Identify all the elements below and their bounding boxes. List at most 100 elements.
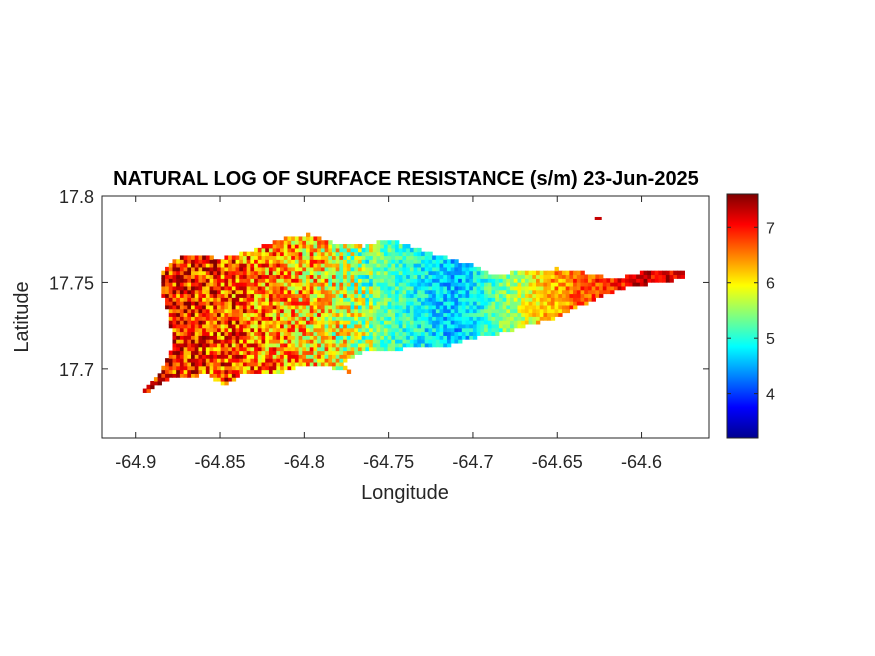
heatmap-cell (454, 312, 459, 317)
heatmap-cell (454, 297, 459, 302)
heatmap-cell (409, 251, 415, 257)
heatmap-cell (461, 270, 467, 276)
heatmap-cell (380, 263, 385, 268)
heatmap-cell (524, 320, 530, 325)
heatmap-cell (187, 323, 192, 329)
heatmap-cell (428, 320, 433, 325)
heatmap-cell (417, 278, 422, 283)
heatmap-cell (461, 308, 467, 314)
heatmap-cell (432, 266, 437, 272)
heatmap-cell (228, 320, 233, 325)
heatmap-cell (331, 289, 337, 295)
x-tick-label: -64.85 (195, 452, 246, 472)
heatmap-cell (172, 304, 177, 310)
heatmap-cell (313, 244, 318, 249)
heatmap-cell (402, 282, 407, 287)
heatmap-cell (339, 244, 344, 249)
heatmap-cell (302, 289, 307, 295)
heatmap-cell (239, 282, 244, 287)
heatmap-cell (621, 285, 626, 291)
heatmap-cell (606, 278, 611, 283)
heatmap-cell (421, 274, 426, 279)
heatmap-cell (554, 285, 559, 291)
heatmap-cell (265, 361, 270, 367)
heatmap-cell (502, 312, 507, 317)
heatmap-cell (265, 320, 270, 325)
heatmap-cell (265, 316, 270, 321)
heatmap-cell (480, 293, 485, 298)
heatmap-cell (625, 282, 630, 287)
heatmap-cell (450, 289, 455, 295)
heatmap-cell (331, 304, 337, 310)
heatmap-cell (446, 316, 452, 321)
heatmap-cell (383, 270, 389, 276)
heatmap-cell (443, 297, 448, 302)
heatmap-cell (198, 361, 203, 367)
heatmap-cell (502, 289, 507, 295)
heatmap-cell (651, 274, 656, 279)
heatmap-cell (242, 358, 248, 363)
heatmap-cell (558, 304, 563, 310)
heatmap-cell (424, 312, 430, 317)
heatmap-cell (246, 312, 251, 317)
heatmap-cell (450, 297, 455, 302)
heatmap-cell (372, 331, 378, 336)
heatmap-cell (320, 259, 326, 264)
heatmap-cell (446, 274, 452, 279)
heatmap-cell (224, 346, 229, 352)
heatmap-cell (224, 342, 229, 348)
heatmap-cell (417, 320, 422, 325)
heatmap-cell (235, 358, 240, 363)
heatmap-cell (317, 255, 322, 260)
heatmap-cell (242, 251, 248, 257)
heatmap-cell (283, 308, 289, 314)
heatmap-cell (179, 255, 185, 260)
heatmap-cell (202, 278, 207, 283)
heatmap-cell (406, 247, 411, 253)
heatmap-cell (198, 316, 203, 321)
heatmap-cell (261, 278, 266, 283)
heatmap-cell (387, 335, 392, 340)
heatmap-cell (543, 270, 548, 276)
heatmap-cell (339, 285, 344, 291)
heatmap-cell (539, 297, 545, 302)
heatmap-cell (302, 259, 307, 264)
heatmap-cell (287, 361, 292, 367)
heatmap-cell (354, 323, 359, 329)
heatmap-cell (498, 327, 504, 333)
heatmap-cell (235, 285, 240, 291)
heatmap-cell (380, 342, 385, 348)
heatmap-cell (187, 335, 192, 340)
heatmap-cell (350, 251, 355, 257)
heatmap-cell (469, 320, 474, 325)
heatmap-cell (528, 320, 533, 325)
heatmap-cell (272, 301, 277, 306)
heatmap-cell (391, 266, 396, 272)
heatmap-cell (172, 361, 177, 367)
heatmap-cell (320, 320, 326, 325)
heatmap-cell (213, 289, 218, 295)
heatmap-cell (205, 316, 211, 321)
heatmap-cell (606, 282, 611, 287)
heatmap-cell (517, 304, 522, 310)
heatmap-cell (198, 297, 203, 302)
heatmap-cell (406, 270, 411, 276)
heatmap-cell (435, 312, 441, 317)
heatmap-cell (280, 263, 285, 268)
heatmap-cell (254, 327, 259, 333)
heatmap-cell (513, 308, 519, 314)
heatmap-cell (354, 312, 359, 317)
heatmap-cell (331, 323, 337, 329)
heatmap-cell (235, 323, 240, 329)
heatmap-cell (261, 247, 266, 253)
heatmap-cell (194, 358, 200, 363)
heatmap-cell (339, 282, 344, 287)
heatmap-cell (183, 327, 188, 333)
heatmap-cell (510, 312, 515, 317)
heatmap-cell (265, 339, 270, 344)
heatmap-cell (280, 365, 285, 371)
heatmap-cell (498, 293, 504, 298)
heatmap-cell (231, 373, 237, 378)
heatmap-cell (673, 274, 678, 279)
heatmap-cell (283, 304, 289, 310)
